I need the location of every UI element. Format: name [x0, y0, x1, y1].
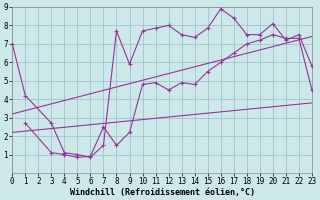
X-axis label: Windchill (Refroidissement éolien,°C): Windchill (Refroidissement éolien,°C) [69, 188, 255, 197]
